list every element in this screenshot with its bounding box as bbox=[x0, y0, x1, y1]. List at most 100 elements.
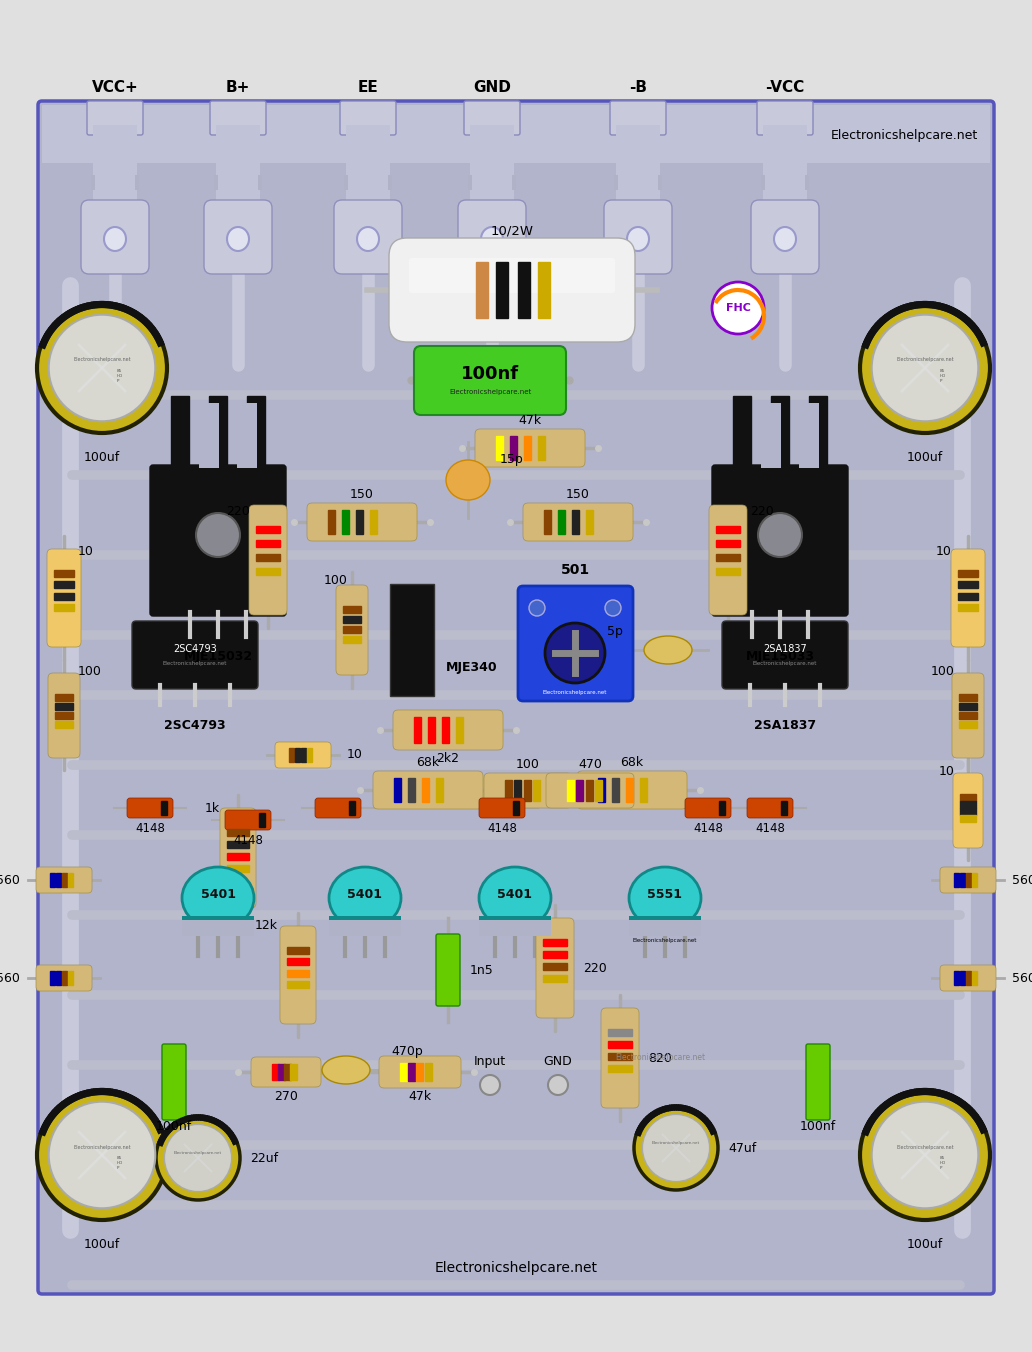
Text: Electronicshelpcare.net: Electronicshelpcare.net bbox=[163, 661, 227, 667]
Bar bbox=[422, 777, 429, 802]
FancyBboxPatch shape bbox=[414, 346, 566, 415]
Circle shape bbox=[196, 512, 240, 557]
Text: Electronicshelpcare.net: Electronicshelpcare.net bbox=[633, 938, 698, 942]
Text: 15p: 15p bbox=[499, 453, 524, 466]
Bar bbox=[390, 584, 434, 696]
FancyBboxPatch shape bbox=[389, 238, 635, 342]
FancyBboxPatch shape bbox=[577, 771, 687, 808]
Bar bbox=[761, 174, 765, 191]
Text: 2SA1837: 2SA1837 bbox=[763, 644, 807, 654]
Bar bbox=[966, 971, 971, 986]
Text: 100nf: 100nf bbox=[461, 365, 519, 383]
FancyBboxPatch shape bbox=[952, 549, 985, 648]
Bar bbox=[343, 635, 361, 644]
Text: 150: 150 bbox=[567, 488, 590, 500]
FancyBboxPatch shape bbox=[722, 621, 848, 690]
Text: 10: 10 bbox=[78, 545, 94, 558]
Bar bbox=[408, 1063, 415, 1082]
Bar bbox=[227, 865, 249, 872]
FancyBboxPatch shape bbox=[953, 773, 983, 848]
Bar bbox=[388, 174, 392, 191]
FancyBboxPatch shape bbox=[757, 101, 813, 135]
Bar bbox=[62, 971, 67, 986]
Text: 1k: 1k bbox=[205, 802, 220, 815]
Text: 4148: 4148 bbox=[135, 822, 165, 836]
FancyBboxPatch shape bbox=[225, 810, 271, 830]
Bar bbox=[50, 971, 55, 986]
Text: 5p: 5p bbox=[607, 626, 623, 638]
Bar bbox=[608, 1053, 632, 1060]
Bar bbox=[761, 403, 781, 468]
Bar bbox=[954, 971, 959, 986]
Text: 100uf: 100uf bbox=[84, 452, 120, 464]
Bar bbox=[343, 606, 361, 612]
Text: 85
HO
P: 85 HO P bbox=[117, 369, 123, 383]
Circle shape bbox=[872, 1102, 978, 1209]
Text: Electronicshelpcare.net: Electronicshelpcare.net bbox=[615, 1053, 705, 1063]
Ellipse shape bbox=[104, 227, 126, 251]
Text: 4148: 4148 bbox=[487, 822, 517, 836]
Text: MJE340: MJE340 bbox=[446, 661, 497, 675]
Text: 100uf: 100uf bbox=[84, 1238, 120, 1251]
Bar bbox=[513, 800, 519, 815]
Text: Electronicshelpcare.net: Electronicshelpcare.net bbox=[652, 1141, 700, 1145]
Bar bbox=[954, 873, 959, 887]
Text: VCC+: VCC+ bbox=[92, 80, 138, 95]
Bar bbox=[809, 396, 827, 479]
FancyBboxPatch shape bbox=[373, 771, 483, 808]
FancyBboxPatch shape bbox=[251, 1057, 321, 1087]
Bar bbox=[54, 594, 74, 600]
Bar bbox=[612, 777, 619, 802]
Text: 100nf: 100nf bbox=[156, 1119, 192, 1133]
Bar bbox=[716, 568, 740, 575]
Text: Electronicshelpcare.net: Electronicshelpcare.net bbox=[73, 357, 131, 362]
FancyBboxPatch shape bbox=[209, 101, 266, 135]
Bar bbox=[958, 571, 978, 577]
Bar bbox=[227, 841, 249, 848]
Bar bbox=[805, 174, 809, 191]
FancyBboxPatch shape bbox=[38, 101, 994, 1294]
Text: Electronicshelpcare.net: Electronicshelpcare.net bbox=[752, 661, 817, 667]
Bar bbox=[290, 1064, 297, 1080]
Bar bbox=[346, 124, 390, 210]
FancyBboxPatch shape bbox=[36, 867, 92, 894]
FancyBboxPatch shape bbox=[940, 867, 996, 894]
Bar bbox=[456, 717, 463, 744]
Text: Electronicshelpcare.net: Electronicshelpcare.net bbox=[434, 1261, 598, 1275]
Ellipse shape bbox=[322, 1056, 370, 1084]
Bar bbox=[958, 604, 978, 611]
Text: 501: 501 bbox=[560, 562, 589, 577]
Text: 150: 150 bbox=[350, 488, 374, 500]
Text: 470: 470 bbox=[578, 757, 602, 771]
Text: 12k: 12k bbox=[255, 919, 278, 932]
Circle shape bbox=[37, 303, 167, 433]
Bar bbox=[259, 813, 265, 827]
Text: 85
HO
P: 85 HO P bbox=[940, 1156, 946, 1169]
FancyBboxPatch shape bbox=[80, 200, 149, 274]
Bar bbox=[91, 174, 95, 191]
FancyBboxPatch shape bbox=[952, 673, 983, 758]
Bar bbox=[56, 971, 61, 986]
Circle shape bbox=[49, 1102, 155, 1209]
FancyBboxPatch shape bbox=[340, 101, 396, 135]
Bar bbox=[470, 124, 514, 210]
FancyBboxPatch shape bbox=[536, 918, 574, 1018]
FancyBboxPatch shape bbox=[601, 1009, 639, 1109]
Bar bbox=[55, 694, 73, 700]
Circle shape bbox=[634, 1106, 718, 1190]
Bar bbox=[958, 581, 978, 588]
Bar bbox=[959, 694, 977, 700]
Bar bbox=[543, 975, 567, 982]
Bar bbox=[543, 963, 567, 969]
Bar bbox=[972, 971, 977, 986]
FancyBboxPatch shape bbox=[458, 200, 526, 274]
FancyBboxPatch shape bbox=[132, 621, 258, 690]
Bar bbox=[182, 917, 254, 936]
Bar bbox=[428, 717, 436, 744]
Circle shape bbox=[529, 600, 545, 617]
Bar bbox=[55, 713, 73, 719]
Bar bbox=[258, 174, 262, 191]
Bar bbox=[289, 748, 294, 763]
Bar bbox=[572, 510, 579, 534]
Bar bbox=[733, 396, 751, 479]
